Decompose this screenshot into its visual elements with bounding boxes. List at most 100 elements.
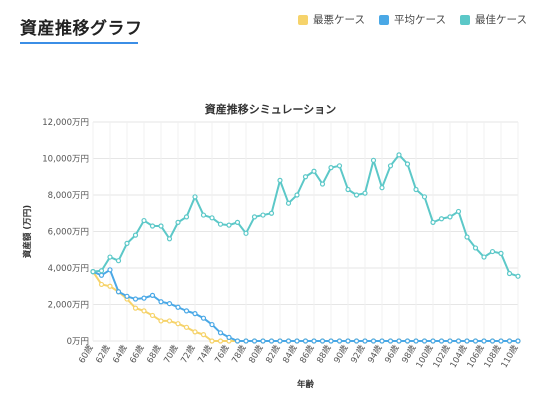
x-tick-label: 68歳 <box>144 343 163 366</box>
data-point-best <box>438 216 445 222</box>
page-title: 資産推移グラフ <box>20 19 143 39</box>
x-tick-label: 64歳 <box>110 343 129 366</box>
data-point-best <box>455 208 462 215</box>
data-point-worst <box>175 321 181 327</box>
data-point-average <box>243 338 249 344</box>
y-tick-label: 6,000万円 <box>48 228 89 238</box>
legend-swatch-worst <box>298 14 309 25</box>
data-point-average <box>294 338 300 344</box>
y-tick-label: 8,000万円 <box>48 191 89 201</box>
data-point-best <box>158 223 164 229</box>
legend-label-worst: 最悪ケース <box>313 14 366 26</box>
title-underline <box>20 42 138 44</box>
data-point-best <box>90 269 96 275</box>
data-point-average <box>166 300 173 307</box>
data-point-best <box>294 192 300 198</box>
data-point-best <box>421 194 428 200</box>
x-tick-label: 70歳 <box>161 343 180 366</box>
data-point-best <box>149 223 156 229</box>
data-point-best <box>243 230 249 236</box>
data-point-best <box>353 192 360 198</box>
x-tick-label: 84歳 <box>280 343 299 366</box>
x-tick-label: 66歳 <box>127 343 146 366</box>
data-point-average <box>472 338 479 344</box>
series-line-best <box>92 153 519 278</box>
data-point-average <box>209 321 215 328</box>
data-point-best <box>413 186 419 193</box>
data-point-best <box>132 232 139 238</box>
data-point-best <box>192 194 198 200</box>
legend-item-best[interactable]: 最佳ケース <box>460 12 527 27</box>
data-point-best <box>498 250 504 256</box>
data-point-average <box>285 338 292 344</box>
data-point-best <box>328 165 334 171</box>
data-point-best <box>166 236 173 242</box>
data-point-worst <box>132 305 139 311</box>
data-point-best <box>285 200 292 206</box>
data-point-average <box>387 338 394 344</box>
data-point-average <box>141 295 147 301</box>
data-point-average <box>251 338 258 344</box>
x-axis-label: 年齢 <box>297 379 315 390</box>
x-tick-label: 110歳 <box>499 343 521 370</box>
y-tick-label: 10,000万円 <box>42 155 89 165</box>
data-point-best <box>268 210 275 216</box>
data-point-best <box>141 217 147 224</box>
data-point-average <box>124 293 130 299</box>
data-point-best <box>217 221 224 227</box>
data-point-average <box>175 304 181 310</box>
data-point-average <box>311 338 317 344</box>
legend-swatch-average <box>379 14 390 25</box>
data-point-worst <box>209 338 215 344</box>
y-tick-label: 4,000万円 <box>48 264 89 274</box>
data-point-worst <box>107 283 113 289</box>
data-point-average <box>115 289 122 295</box>
legend-item-average[interactable]: 平均ケース <box>379 12 446 27</box>
data-point-average <box>506 338 513 344</box>
x-tick-label: 76歳 <box>212 343 231 366</box>
data-point-best <box>175 219 181 225</box>
data-point-best <box>336 163 343 169</box>
data-point-best <box>251 214 258 220</box>
data-point-worst <box>141 308 147 314</box>
chart-title: 資産推移シミュレーション <box>204 103 337 116</box>
data-point-average <box>226 334 232 340</box>
data-point-average <box>260 338 266 344</box>
data-point-best <box>362 190 368 196</box>
data-point-best <box>370 157 377 163</box>
legend-swatch-best <box>460 14 471 25</box>
x-tick-label: 96歳 <box>382 343 401 366</box>
legend-item-worst[interactable]: 最悪ケース <box>298 12 365 27</box>
data-point-average <box>268 338 275 344</box>
data-point-average <box>421 338 428 344</box>
data-point-best <box>515 273 521 279</box>
data-point-average <box>498 338 504 344</box>
data-point-average <box>107 267 113 273</box>
x-tick-label: 72歳 <box>178 343 197 366</box>
data-point-average <box>353 338 360 344</box>
data-point-average <box>515 338 521 344</box>
data-point-average <box>217 330 224 336</box>
series-line-worst <box>92 271 518 342</box>
data-point-average <box>200 315 207 321</box>
x-tick-label: 62歳 <box>93 343 112 366</box>
data-point-worst <box>98 281 105 288</box>
data-point-average <box>319 338 326 344</box>
data-point-average <box>362 338 368 344</box>
data-point-worst <box>149 312 156 319</box>
legend-label-average: 平均ケース <box>394 14 447 26</box>
data-point-best <box>319 181 326 187</box>
data-point-best <box>209 215 215 221</box>
y-tick-label: 12,000万円 <box>42 118 89 128</box>
y-tick-label: 0万円 <box>67 337 89 347</box>
data-point-worst <box>166 318 173 324</box>
data-point-best <box>260 212 266 218</box>
data-point-average <box>192 311 198 317</box>
data-point-average <box>234 338 241 344</box>
data-point-average <box>438 338 445 344</box>
data-point-best <box>472 245 479 251</box>
data-point-worst <box>158 318 164 324</box>
data-point-average <box>158 299 164 305</box>
x-tick-label: 80歳 <box>246 343 265 366</box>
data-point-best <box>226 222 232 228</box>
